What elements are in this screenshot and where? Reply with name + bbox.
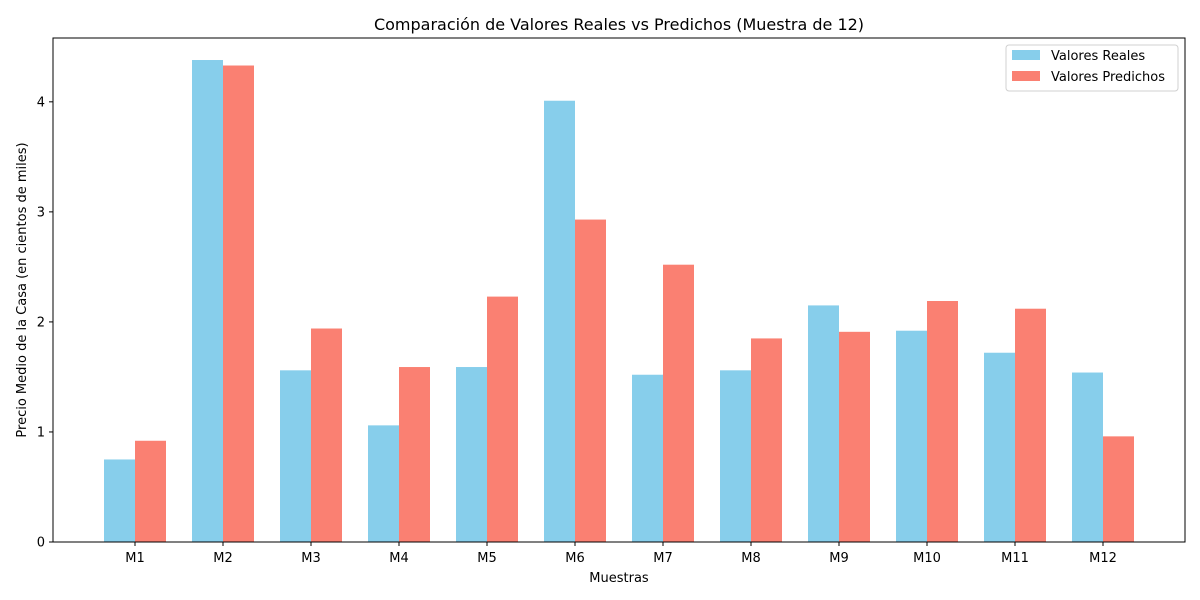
y-axis: 0 1 2 3 4 xyxy=(37,95,53,551)
bar-predicted-M10 xyxy=(927,301,958,542)
bar-real-M10 xyxy=(896,330,927,542)
x-tick-label: M10 xyxy=(913,551,941,566)
x-tick-label: M6 xyxy=(565,551,585,566)
x-tick-label: M5 xyxy=(477,551,497,566)
bar-real-M4 xyxy=(368,425,399,542)
bar-predicted-M12 xyxy=(1103,436,1134,542)
y-tick-label: 4 xyxy=(37,95,45,110)
y-axis-label: Precio Medio de la Casa (en cientos de m… xyxy=(15,142,30,437)
bar-real-M3 xyxy=(280,370,311,542)
y-tick-label: 0 xyxy=(37,536,45,551)
bar-predicted-M8 xyxy=(751,338,782,542)
bar-real-M8 xyxy=(720,370,751,542)
x-tick-label: M12 xyxy=(1089,551,1117,566)
legend-box xyxy=(1005,44,1179,92)
legend-swatch xyxy=(1012,50,1040,60)
chart-title: Comparación de Valores Reales vs Predich… xyxy=(374,15,864,34)
bar-predicted-M11 xyxy=(1015,308,1046,542)
y-tick-label: 2 xyxy=(37,315,45,330)
legend: Valores Reales Valores Predichos xyxy=(1005,44,1179,92)
bar-predicted-M4 xyxy=(399,367,430,542)
plot-frame xyxy=(52,37,1186,543)
bar-predicted-M9 xyxy=(839,331,870,542)
bar-real-M2 xyxy=(192,60,223,543)
legend-label: Valores Reales xyxy=(1051,49,1145,64)
x-tick-label: M1 xyxy=(125,551,145,566)
bars-group xyxy=(104,60,1134,543)
bar-predicted-M7 xyxy=(663,264,694,542)
legend-swatch xyxy=(1012,71,1040,81)
x-axis: M1 M2 M3 M4 M5 M6 M7 M8 M9 M10 M11 M12 xyxy=(125,542,1117,566)
x-tick-label: M11 xyxy=(1001,551,1029,566)
x-tick-label: M4 xyxy=(389,551,409,566)
bar-predicted-M3 xyxy=(311,328,342,542)
y-tick-label: 1 xyxy=(37,425,45,440)
x-tick-label: M9 xyxy=(829,551,849,566)
bar-real-M12 xyxy=(1072,372,1103,542)
legend-label: Valores Predichos xyxy=(1051,70,1165,85)
x-tick-label: M3 xyxy=(301,551,321,566)
bar-real-M9 xyxy=(808,305,839,542)
bar-predicted-M2 xyxy=(223,65,254,542)
bar-real-M5 xyxy=(456,367,487,542)
bar-real-M7 xyxy=(632,374,663,542)
x-tick-label: M8 xyxy=(741,551,761,566)
bar-real-M6 xyxy=(544,100,575,543)
bar-real-M1 xyxy=(104,459,135,542)
bar-predicted-M5 xyxy=(487,296,518,542)
x-axis-label: Muestras xyxy=(589,571,649,586)
bar-predicted-M1 xyxy=(135,440,166,542)
bar-predicted-M6 xyxy=(575,219,606,542)
bar-real-M11 xyxy=(984,352,1015,542)
x-tick-label: M7 xyxy=(653,551,673,566)
y-tick-label: 3 xyxy=(37,205,45,220)
x-tick-label: M2 xyxy=(213,551,233,566)
